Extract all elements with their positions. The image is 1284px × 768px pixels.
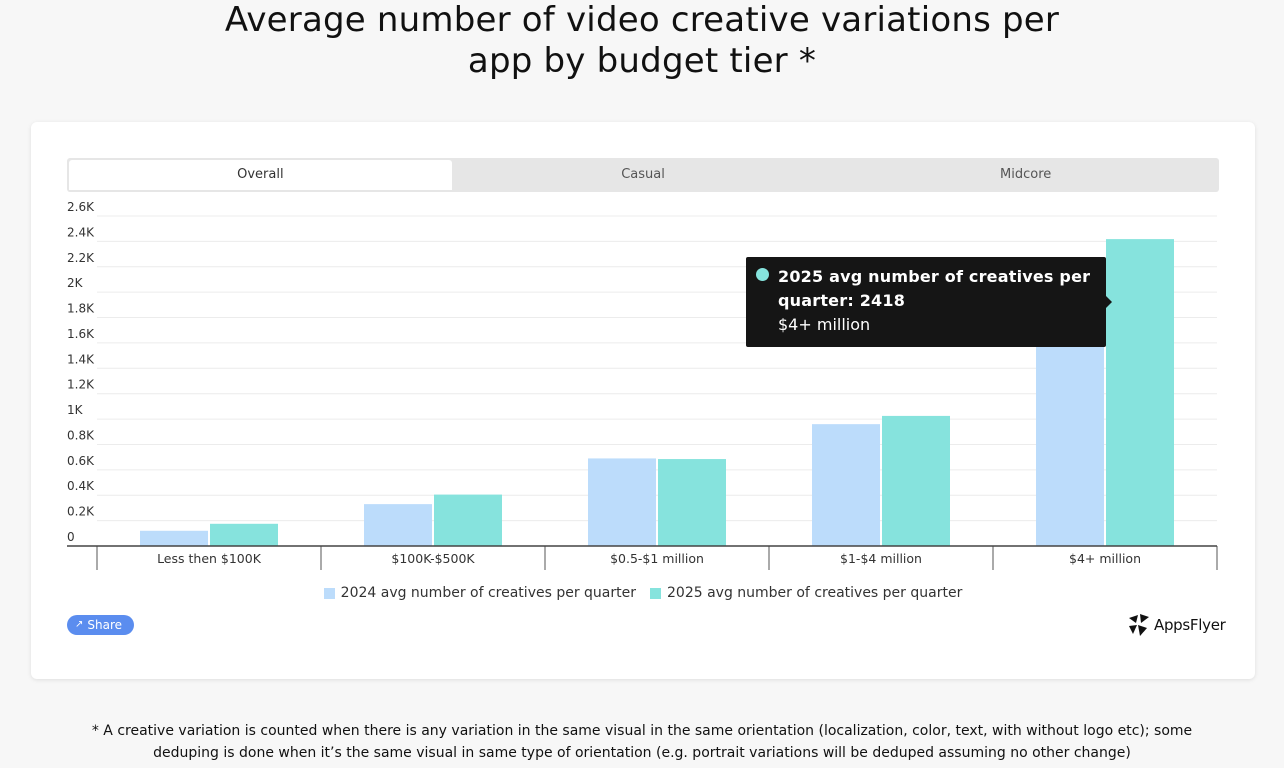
y-tick-label: 1.2K — [67, 378, 95, 392]
bar — [1036, 320, 1104, 546]
bar — [140, 530, 208, 546]
y-tick-label: 1K — [67, 403, 84, 417]
segment-tabs: Overall Casual Midcore — [67, 158, 1219, 192]
bar — [658, 459, 726, 546]
tab-overall[interactable]: Overall — [69, 160, 452, 190]
x-tick-label: $100K-$500K — [391, 551, 475, 566]
tooltip-arrow — [1106, 296, 1112, 308]
chart-legend: 2024 avg number of creatives per quarter… — [31, 585, 1255, 601]
y-tick-label: 2K — [67, 276, 84, 290]
y-tick-label: 1.4K — [67, 352, 95, 366]
y-tick-label: 0.8K — [67, 428, 95, 442]
x-tick-label: $4+ million — [1069, 551, 1141, 566]
y-tick-label: 0 — [67, 530, 75, 544]
tab-casual[interactable]: Casual — [621, 167, 665, 182]
footnote-line-1: * A creative variation is counted when t… — [91, 723, 1193, 739]
chart-tooltip: 2025 avg number of creatives per quarter… — [746, 257, 1112, 347]
y-tick-label: 0.6K — [67, 454, 95, 468]
bar-chart: 0 0.2K 0.4K 0.6K 0.8K 1K 1.2K 1.4K 1.6K 1.8K 2K 2.2… — [67, 200, 1218, 570]
bar — [210, 523, 278, 546]
y-tick-label: 2.4K — [67, 225, 95, 239]
x-tick-label: Less then $100K — [157, 551, 262, 566]
chart-card: Overall Casual Midcore 0 0.2K 0.4K 0.6K 0.8K… — [31, 122, 1255, 679]
x-tick-label: $0.5-$1 million — [610, 551, 704, 566]
legend-label-2025: 2025 avg number of creatives per quarter — [667, 585, 963, 601]
appsflyer-logo-mark-icon — [1129, 614, 1149, 636]
share-label: Share — [87, 618, 123, 632]
y-tick-label: 0.2K — [67, 505, 95, 519]
tooltip-series-dot — [756, 268, 769, 281]
legend-item-2025[interactable]: 2025 avg number of creatives per quarter — [650, 585, 962, 601]
page-title: Average number of video creative variati… — [0, 0, 1284, 82]
y-tick-label: 2.6K — [67, 200, 95, 214]
x-tick-label: $1-$4 million — [840, 551, 922, 566]
bar — [882, 415, 950, 546]
legend-label-2024: 2024 avg number of creatives per quarter — [340, 585, 636, 601]
tooltip-subtitle: $4+ million — [778, 315, 871, 334]
logo-text: AppsFlyer — [1154, 616, 1226, 634]
bar — [812, 424, 880, 546]
y-tick-label: 0.4K — [67, 479, 95, 493]
bar — [434, 494, 502, 546]
footnote: * A creative variation is counted when t… — [0, 720, 1284, 764]
bar — [588, 458, 656, 546]
legend-swatch-2024 — [323, 587, 335, 599]
share-button[interactable]: ↗ Share — [67, 615, 135, 635]
y-tick-label: 1.6K — [67, 327, 95, 341]
title-line-1: Average number of video creative variati… — [224, 0, 1060, 40]
y-tick-label: 1.8K — [67, 302, 95, 316]
tooltip-title: 2025 avg number of creatives per quarter… — [778, 267, 1091, 310]
appsflyer-logo: AppsFlyer — [1127, 612, 1226, 638]
tab-midcore[interactable]: Midcore — [1000, 167, 1052, 182]
title-line-2: app by budget tier * — [467, 41, 817, 81]
y-tick-label: 2.2K — [67, 251, 95, 265]
share-icon: ↗ — [75, 619, 84, 630]
legend-item-2024[interactable]: 2024 avg number of creatives per quarter — [323, 585, 636, 601]
footnote-line-2: deduping is done when it’s the same visu… — [153, 745, 1131, 761]
bar — [364, 504, 432, 546]
legend-swatch-2025 — [650, 587, 661, 599]
bar — [1106, 239, 1174, 546]
